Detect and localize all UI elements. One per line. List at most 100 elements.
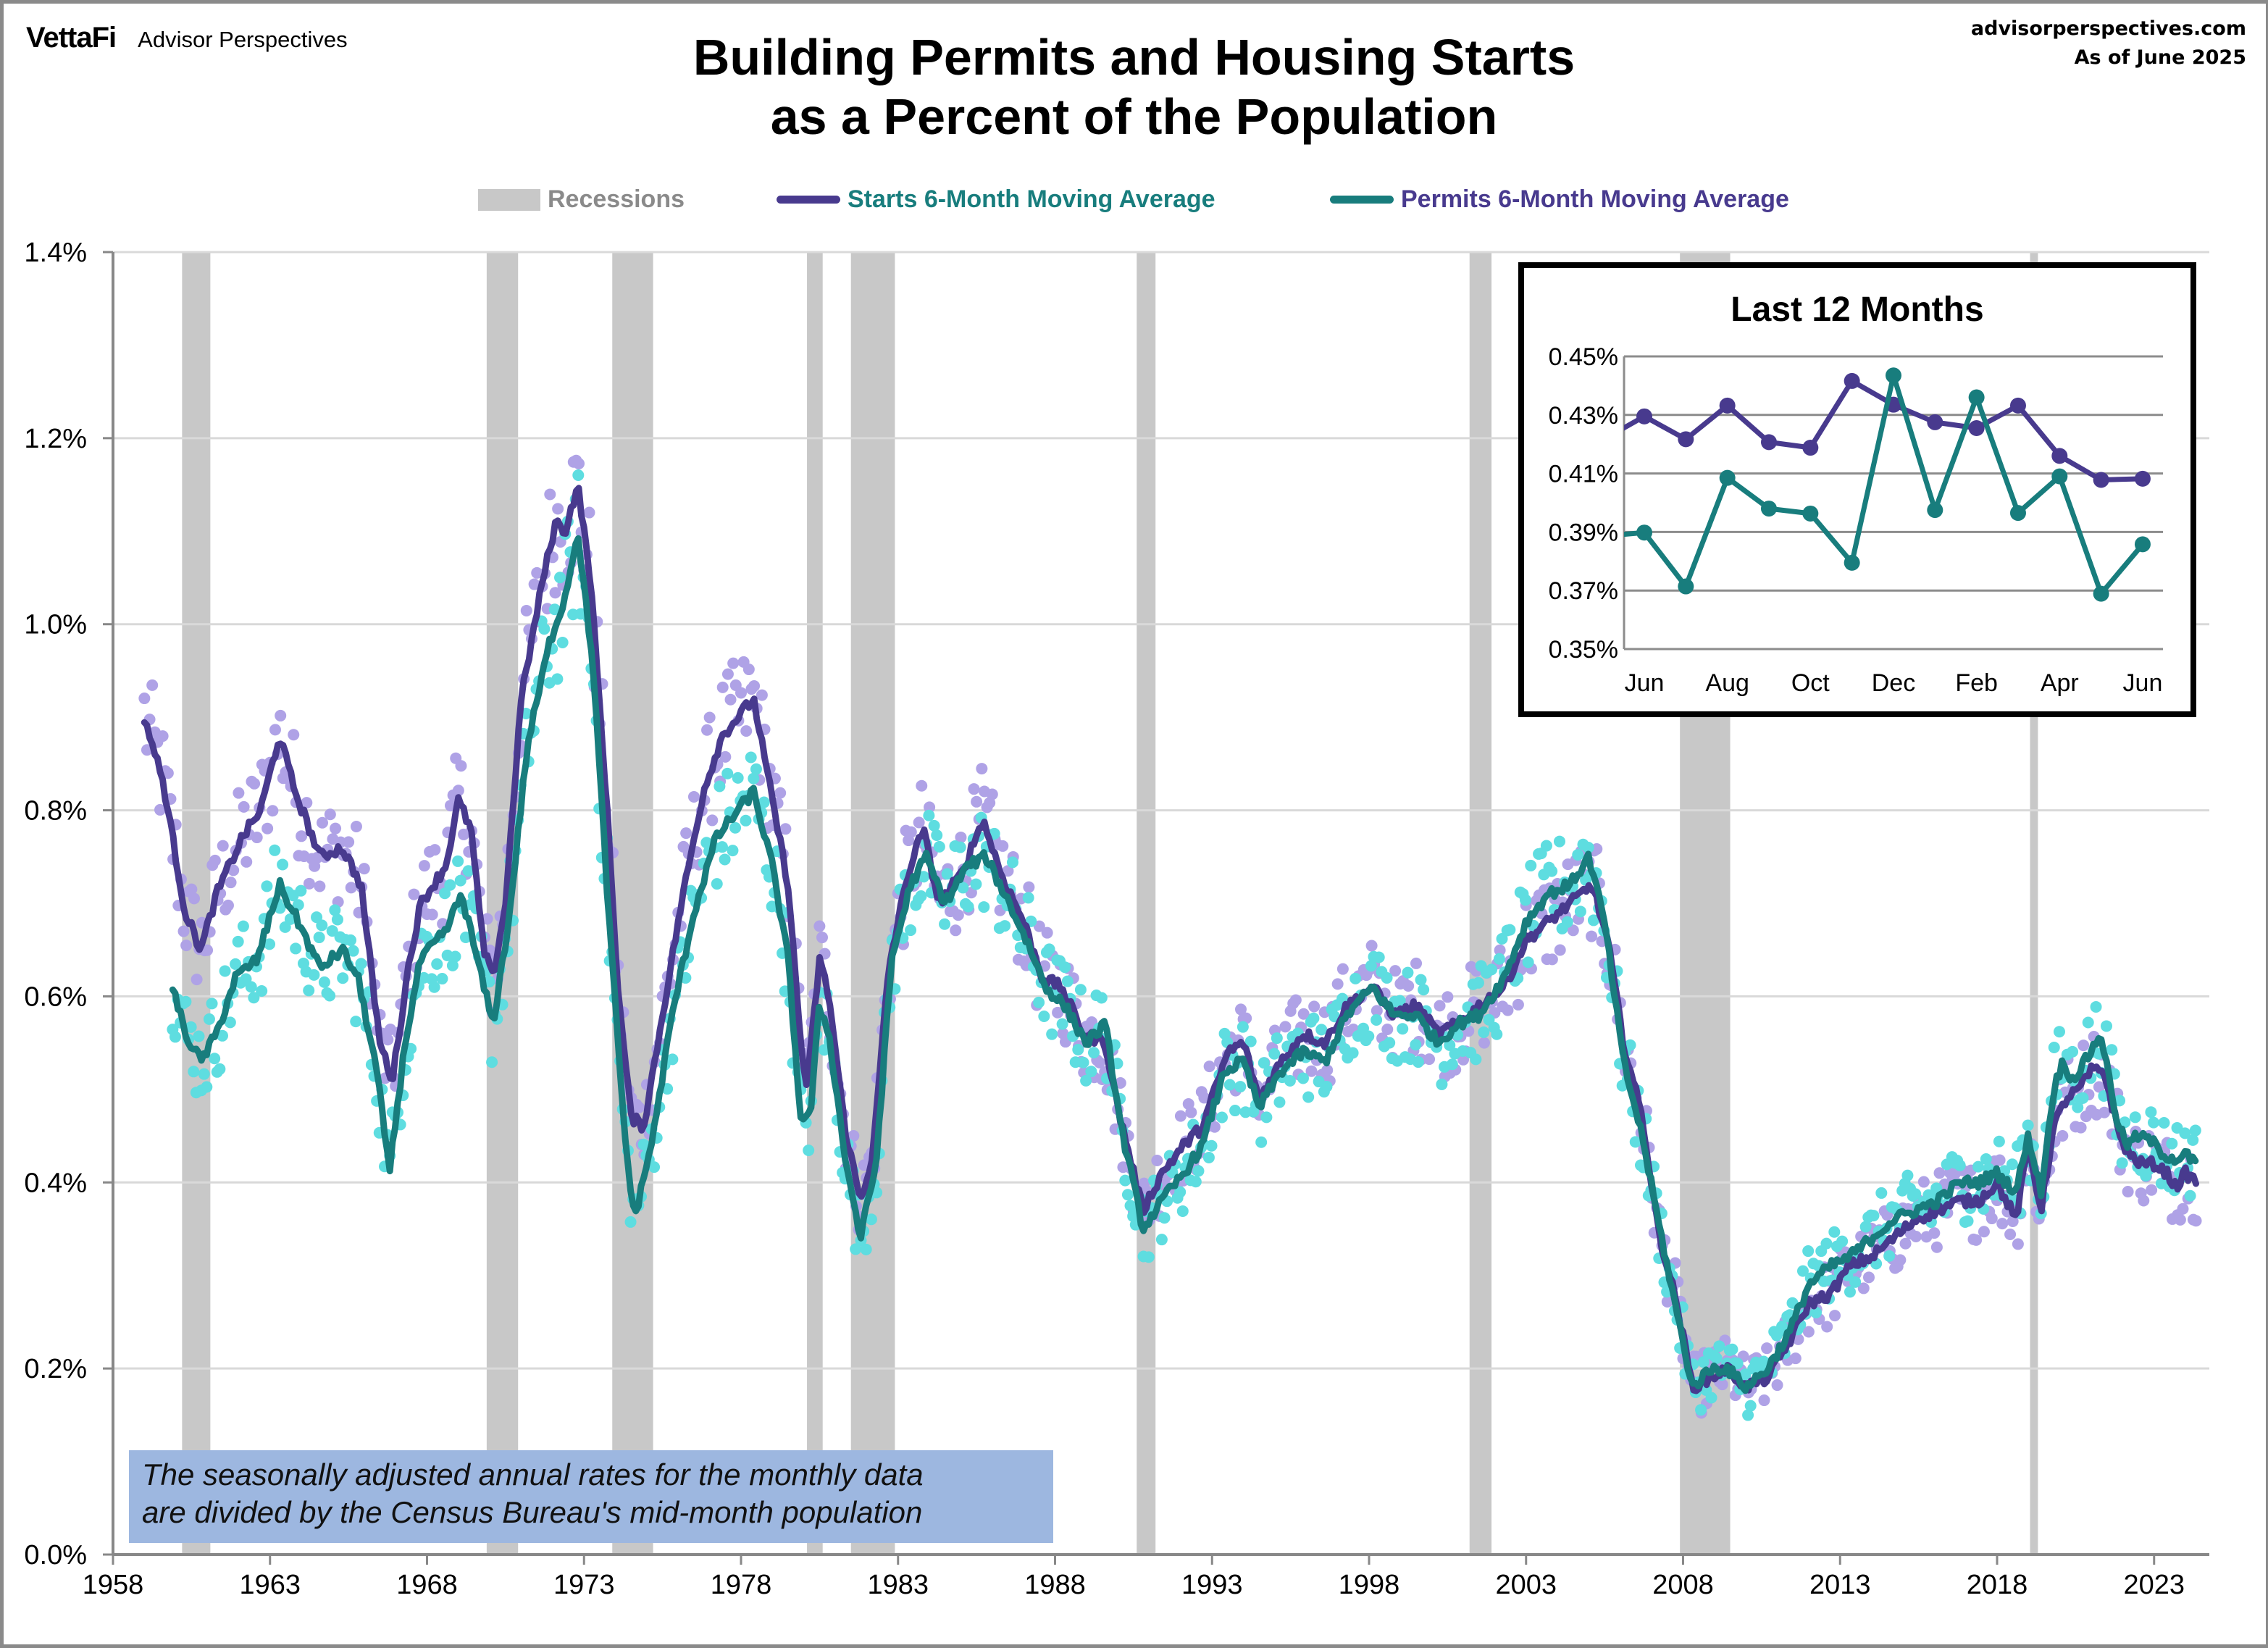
- starts-monthly-dot: [1381, 1024, 1394, 1036]
- permits-line-swatch: [1330, 196, 1394, 204]
- permits-monthly-dot: [1496, 933, 1508, 945]
- starts-monthly-dot: [2122, 1186, 2134, 1198]
- x-tick-label: 1958: [83, 1570, 144, 1600]
- starts-monthly-dot: [1862, 1271, 1875, 1284]
- permits-monthly-dot: [1046, 1028, 1058, 1040]
- permits-monthly-dot: [905, 924, 917, 937]
- starts-monthly-dot: [2146, 1184, 2158, 1196]
- inset-starts-point: [2051, 448, 2068, 464]
- permits-monthly-dot: [740, 814, 752, 827]
- inset-series-permits: [1624, 367, 2151, 602]
- starts-monthly-dot: [1041, 927, 1053, 939]
- permits-monthly-dot: [1142, 1251, 1155, 1263]
- starts-monthly-dot: [1389, 965, 1402, 977]
- permits-monthly-dot: [209, 1053, 221, 1065]
- permits-monthly-dot: [1373, 951, 1385, 963]
- starts-monthly-dot: [1336, 963, 1349, 975]
- permits-monthly-dot: [2022, 1119, 2034, 1132]
- starts-monthly-dot: [1554, 944, 1566, 956]
- permits-monthly-dot: [716, 841, 728, 853]
- x-axis-labels: 1958 1963 1968 1973 1978 1983 1988 1993 1998 2003…: [83, 1570, 2185, 1600]
- permits-monthly-dot: [1202, 1151, 1215, 1163]
- permits-monthly-dot: [1394, 995, 1406, 1007]
- starts-monthly-dot: [452, 785, 464, 797]
- starts-monthly-dot: [2098, 1106, 2111, 1118]
- starts-monthly-dot: [1546, 953, 1558, 966]
- starts-monthly-dot: [1331, 978, 1344, 990]
- permits-monthly-dot: [1624, 1039, 1636, 1051]
- starts-monthly-dot: [748, 679, 761, 692]
- permits-monthly-dot: [1260, 1111, 1273, 1124]
- inset-permits-point: [1927, 502, 1943, 519]
- inset-x-tick-label: Feb: [1955, 669, 1998, 697]
- starts-monthly-dot: [742, 664, 755, 676]
- permits-monthly-dot: [326, 925, 338, 937]
- permits-monthly-dot: [1493, 953, 1505, 965]
- permits-monthly-dot: [337, 972, 349, 984]
- inset-starts-point: [1968, 419, 1985, 436]
- permits-monthly-dot: [1271, 1032, 1283, 1045]
- x-tick-label: 2003: [1495, 1570, 1557, 1600]
- permits-monthly-dot: [1875, 1187, 1888, 1199]
- starts-monthly-dot: [1240, 1012, 1252, 1024]
- permits-monthly-dot: [1412, 1056, 1424, 1068]
- starts-monthly-dot: [716, 681, 729, 693]
- x-tick-label: 1963: [239, 1570, 301, 1600]
- starts-monthly-dot: [774, 787, 787, 799]
- starts-monthly-dot: [1203, 1061, 1215, 1073]
- brand-name: Advisor Perspectives: [138, 27, 348, 52]
- permits-monthly-dot: [329, 904, 341, 916]
- starts-monthly-dot: [1985, 1213, 1998, 1225]
- starts-monthly-dot: [1661, 1295, 1673, 1308]
- permits-monthly-dot: [1522, 956, 1534, 969]
- inset-permits-point: [1678, 578, 1694, 595]
- inset-x-tick-label: Jun: [1625, 669, 1665, 697]
- starts-monthly-dot: [1567, 924, 1579, 937]
- permits-monthly-dot: [1954, 1159, 1966, 1171]
- permits-monthly-dot: [1176, 1205, 1189, 1217]
- permits-monthly-dot: [721, 767, 734, 779]
- permits-monthly-dot: [1223, 1079, 1236, 1091]
- x-tick-label: 2008: [1652, 1570, 1714, 1600]
- recession-band: [850, 252, 895, 1555]
- inset-x-tick-label: Apr: [2041, 669, 2079, 697]
- permits-monthly-dot: [865, 1213, 877, 1226]
- starts-monthly-dot: [1423, 1053, 1436, 1066]
- permits-monthly-dot: [1744, 1400, 1757, 1412]
- starts-monthly-dot: [1771, 1379, 1783, 1392]
- permits-monthly-dot: [214, 1063, 226, 1075]
- starts-monthly-dot: [426, 908, 438, 921]
- starts-monthly-dot: [779, 823, 792, 835]
- permits-monthly-dot: [1436, 1078, 1448, 1090]
- permits-monthly-dot: [1056, 1018, 1068, 1030]
- moving-average-lines: [141, 485, 2199, 1394]
- permits-monthly-dot: [1504, 924, 1516, 936]
- permits-monthly-dot: [295, 884, 307, 897]
- permits-monthly-dot: [727, 845, 739, 857]
- permits-monthly-dot: [2148, 1116, 2160, 1129]
- methodology-note: The seasonally adjusted annual rates for…: [129, 1450, 1053, 1543]
- starts-monthly-dot: [1933, 1167, 1946, 1179]
- permits-monthly-dot: [1520, 894, 1532, 906]
- permits-monthly-dot: [624, 1216, 637, 1228]
- inset-permits-point: [2051, 468, 2068, 485]
- permits-monthly-dot: [1587, 914, 1599, 927]
- starts-monthly-dot: [965, 887, 977, 899]
- starts-monthly-dot: [217, 840, 229, 852]
- legend-item-recessions: Recessions: [478, 185, 685, 214]
- starts-monthly-dot: [1410, 957, 1423, 969]
- starts-monthly-dot: [261, 822, 274, 835]
- permits-monthly-dot: [933, 840, 945, 853]
- permits-monthly-dot: [1491, 1028, 1503, 1040]
- inset-permits-point: [1760, 501, 1777, 517]
- permits-monthly-dot: [1258, 1057, 1270, 1069]
- starts-monthly-dot: [552, 503, 564, 515]
- inset-starts-point: [1802, 440, 1819, 456]
- permits-monthly-dot: [1713, 1340, 1725, 1352]
- starts-monthly-dot: [429, 844, 441, 856]
- permits-monthly-dot: [1189, 1176, 1202, 1188]
- permits-monthly-dot: [313, 932, 325, 944]
- starts-monthly-dot: [343, 836, 355, 848]
- inset-starts-point: [2134, 470, 2151, 487]
